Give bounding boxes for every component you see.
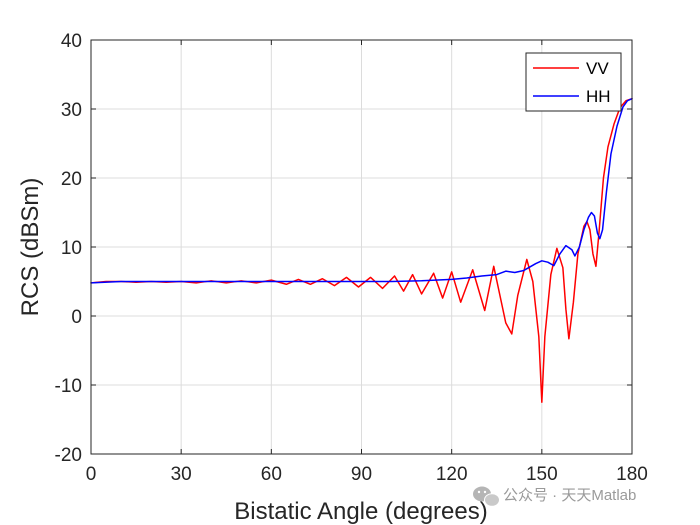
y-tick-label: 40 [61,31,82,52]
x-tick-label: 60 [261,464,282,485]
y-tick-label: -10 [55,376,82,397]
y-tick-label: 30 [61,100,82,121]
y-tick-label: 0 [71,307,82,328]
series-lines [90,97,633,403]
series-line-hh [90,97,633,284]
legend: VV HH [525,52,622,112]
watermark: 公众号 · 天天Matlab [473,486,636,507]
legend-label-hh: HH [586,87,611,106]
axis-ticks: 0 30 60 90 120 150 180 -20 -10 0 10 20 30 40 [55,31,648,485]
x-tick-label: 30 [171,464,192,485]
x-tick-label: 0 [86,464,97,485]
x-tick-label: 150 [526,464,558,485]
x-tick-label: 180 [616,464,648,485]
y-tick-label: 20 [61,169,82,190]
x-axis-label: Bistatic Angle (degrees) [234,498,487,525]
watermark-text: 公众号 · 天天Matlab [503,487,636,504]
y-tick-label: -20 [55,445,82,466]
x-tick-label: 90 [351,464,372,485]
legend-box [525,52,622,112]
wechat-icon [473,486,500,507]
x-tick-label: 120 [436,464,468,485]
y-axis-label: RCS (dBSm) [17,178,44,317]
y-tick-label: 10 [61,238,82,259]
legend-label-vv: VV [586,59,609,78]
